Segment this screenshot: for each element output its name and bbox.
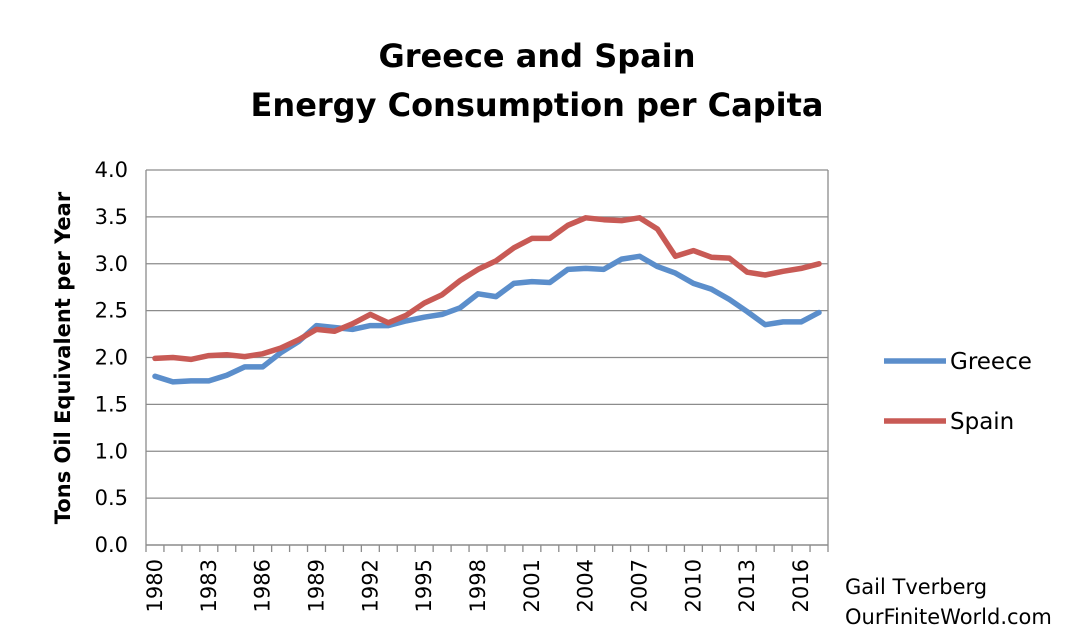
x-tick-label: 2016 (789, 559, 813, 612)
series-line-spain (152, 215, 822, 363)
x-tick-label: 1983 (197, 559, 221, 612)
y-tick-label: 0.0 (95, 533, 128, 557)
series-line-greece (152, 253, 822, 385)
credit-site: OurFiniteWorld.com (845, 605, 1052, 629)
y-tick-label: 3.5 (95, 205, 128, 229)
y-tick-label: 3.0 (95, 252, 128, 276)
x-tick-label: 2004 (574, 559, 598, 612)
x-tick-label: 1998 (466, 559, 490, 612)
x-tick-label: 2001 (520, 559, 544, 612)
y-tick-label: 1.0 (95, 439, 128, 463)
x-tick-label: 2010 (681, 559, 705, 612)
x-axis (145, 544, 829, 552)
y-tick-label: 1.5 (95, 392, 128, 416)
x-tick-label: 2007 (628, 559, 652, 612)
credit-author: Gail Tverberg (845, 575, 987, 599)
credit: Gail Tverberg OurFiniteWorld.com (845, 575, 1052, 629)
legend: Greece Spain (884, 349, 1032, 435)
y-axis-ticks: 0.0 0.5 1.0 1.5 2.0 2.5 3.0 3.5 4.0 (95, 158, 128, 557)
x-tick-label: 1980 (143, 559, 167, 612)
x-tick-label: 1995 (412, 559, 436, 612)
y-tick-label: 2.5 (95, 299, 128, 323)
y-axis-label: Tons Oil Equivalent per Year (51, 191, 75, 524)
chart-title-line-1: Greece and Spain (379, 37, 696, 75)
legend-label-greece: Greece (950, 349, 1032, 375)
x-tick-label: 1992 (358, 559, 382, 612)
chart-title: Greece and Spain Energy Consumption per … (251, 37, 824, 124)
x-axis-ticks: 1980 1983 1986 1989 1992 1995 1998 2001 2004 2007… (143, 559, 813, 612)
series-lines (152, 215, 822, 385)
x-tick-label: 1989 (305, 559, 329, 612)
x-tick-label: 2013 (735, 559, 759, 612)
legend-label-spain: Spain (950, 409, 1014, 435)
y-tick-label: 2.0 (95, 346, 128, 370)
x-tick-label: 1986 (251, 559, 275, 612)
y-tick-label: 0.5 (95, 486, 128, 510)
y-tick-label: 4.0 (95, 158, 128, 182)
chart-title-line-2: Energy Consumption per Capita (251, 86, 824, 124)
